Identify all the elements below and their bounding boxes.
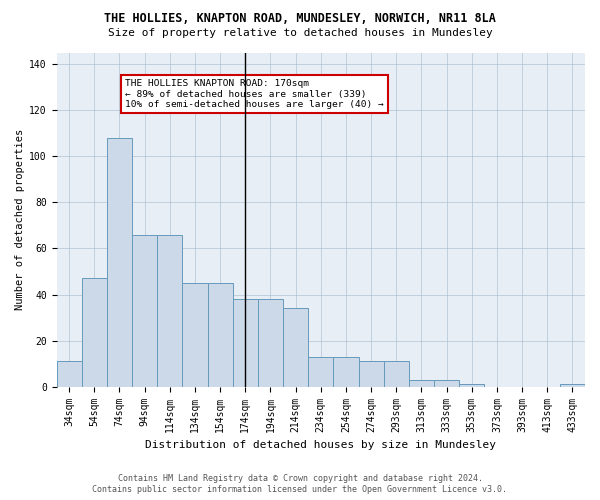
Bar [258, 299, 283, 386]
Y-axis label: Number of detached properties: Number of detached properties [15, 129, 25, 310]
Bar [157, 234, 182, 386]
Bar [233, 299, 258, 386]
Bar [409, 380, 434, 386]
Bar [308, 356, 334, 386]
Text: THE HOLLIES KNAPTON ROAD: 170sqm
← 89% of detached houses are smaller (339)
10% : THE HOLLIES KNAPTON ROAD: 170sqm ← 89% o… [125, 79, 384, 109]
Bar [56, 362, 82, 386]
Text: THE HOLLIES, KNAPTON ROAD, MUNDESLEY, NORWICH, NR11 8LA: THE HOLLIES, KNAPTON ROAD, MUNDESLEY, NO… [104, 12, 496, 26]
Text: Size of property relative to detached houses in Mundesley: Size of property relative to detached ho… [107, 28, 493, 38]
Text: Contains HM Land Registry data © Crown copyright and database right 2024.
Contai: Contains HM Land Registry data © Crown c… [92, 474, 508, 494]
Bar [459, 384, 484, 386]
Bar [383, 362, 409, 386]
Bar [334, 356, 359, 386]
Bar [132, 234, 157, 386]
Bar [182, 283, 208, 387]
Bar [107, 138, 132, 386]
Bar [560, 384, 585, 386]
Bar [82, 278, 107, 386]
Bar [359, 362, 383, 386]
Bar [434, 380, 459, 386]
Bar [283, 308, 308, 386]
Bar [208, 283, 233, 387]
X-axis label: Distribution of detached houses by size in Mundesley: Distribution of detached houses by size … [145, 440, 496, 450]
